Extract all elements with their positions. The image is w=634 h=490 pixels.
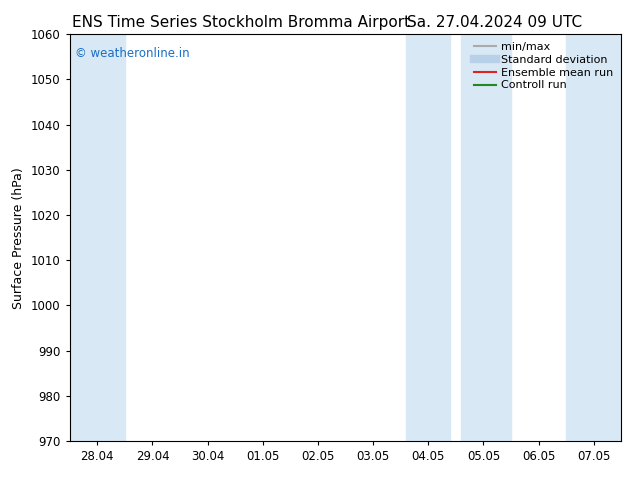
Text: ENS Time Series Stockholm Bromma Airport: ENS Time Series Stockholm Bromma Airport bbox=[72, 15, 410, 30]
Bar bbox=[462, 34, 511, 441]
Text: Sa. 27.04.2024 09 UTC: Sa. 27.04.2024 09 UTC bbox=[407, 15, 582, 30]
Text: © weatheronline.in: © weatheronline.in bbox=[75, 47, 190, 59]
Bar bbox=[566, 34, 621, 441]
Y-axis label: Surface Pressure (hPa): Surface Pressure (hPa) bbox=[13, 167, 25, 309]
Legend: min/max, Standard deviation, Ensemble mean run, Controll run: min/max, Standard deviation, Ensemble me… bbox=[471, 40, 616, 93]
Bar bbox=[70, 34, 125, 441]
Bar bbox=[406, 34, 450, 441]
